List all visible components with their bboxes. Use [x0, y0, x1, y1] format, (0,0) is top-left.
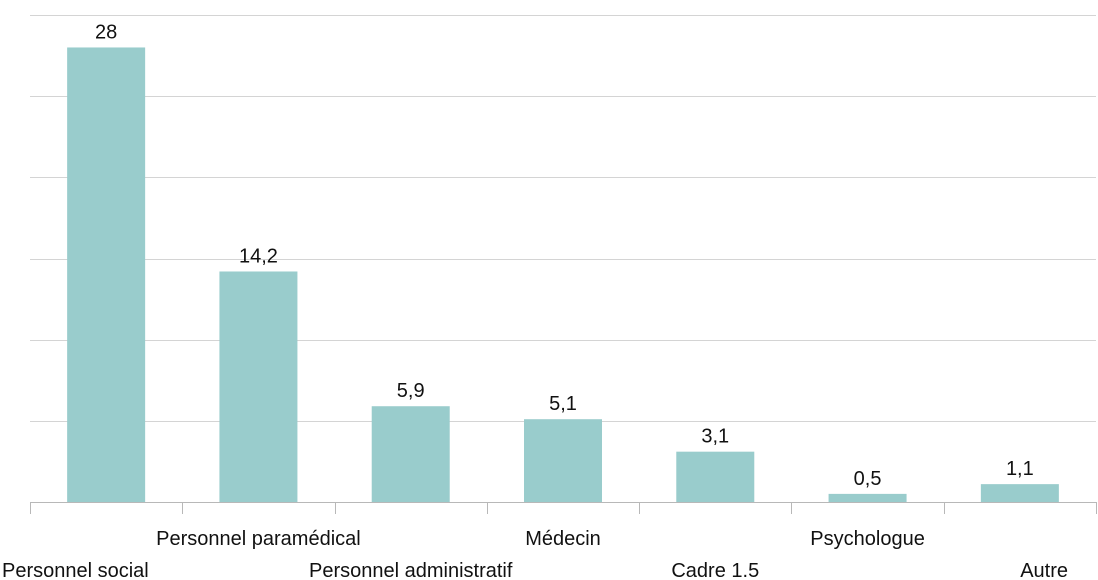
data-label: 0,5	[854, 468, 882, 490]
x-tick-label: Médecin	[525, 528, 601, 550]
data-label: 28	[95, 21, 117, 43]
data-label: 3,1	[701, 426, 729, 448]
bars	[67, 47, 1059, 502]
bar	[67, 47, 146, 502]
bar	[524, 419, 602, 502]
bar	[980, 484, 1059, 502]
data-label: 1,1	[1006, 458, 1034, 480]
data-label: 5,1	[549, 393, 577, 415]
x-tick-label: Personnel administratif	[309, 560, 513, 580]
bar	[828, 493, 907, 502]
value-labels: 28 14,2 5,9 5,1 3,1 0,5 1,1	[95, 21, 1034, 489]
x-tick-label: Cadre 1.5	[671, 560, 759, 580]
bar	[676, 451, 755, 502]
x-tick-label: Personnel paramédical	[156, 528, 361, 550]
category-labels: Personnel social Personnel paramédical Per…	[2, 528, 1068, 580]
x-tick-label: Psychologue	[810, 528, 925, 550]
x-tick-label: Personnel social	[2, 560, 149, 580]
bar	[219, 271, 298, 502]
bar	[371, 406, 450, 502]
data-label: 5,9	[397, 380, 425, 402]
x-axis	[30, 502, 1097, 514]
gridlines	[30, 15, 1096, 503]
x-tick-label: Autre	[1020, 560, 1068, 580]
data-label: 14,2	[239, 245, 278, 267]
